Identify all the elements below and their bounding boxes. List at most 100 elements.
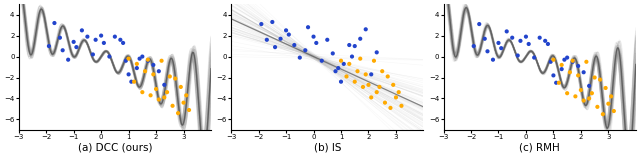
Point [579, 99, 589, 102]
Point [349, 45, 360, 47]
Point [109, 35, 120, 38]
Point [154, 98, 164, 101]
Point [479, 38, 490, 40]
Point [579, 71, 589, 73]
Point [600, 87, 611, 89]
Point [548, 58, 559, 61]
Point [474, 23, 484, 25]
Point [294, 56, 305, 59]
Point [143, 58, 153, 61]
Point [322, 38, 332, 41]
Point [129, 80, 140, 83]
Point [344, 63, 355, 65]
Point [268, 21, 278, 23]
Point [289, 44, 300, 46]
Point [347, 55, 357, 58]
Point [355, 57, 365, 60]
Point [592, 106, 602, 108]
Point [488, 58, 498, 61]
Point [270, 46, 280, 48]
X-axis label: (b) IS: (b) IS [314, 143, 341, 153]
Point [284, 33, 294, 36]
Point [339, 63, 349, 65]
Point [369, 60, 379, 62]
Point [90, 38, 100, 41]
Point [148, 73, 159, 76]
Point [388, 84, 398, 86]
Point [507, 36, 517, 39]
Point [570, 95, 580, 98]
Point [124, 73, 134, 76]
Point [262, 38, 272, 41]
Point [311, 42, 321, 44]
Point [581, 61, 591, 63]
X-axis label: (a) DCC (ours): (a) DCC (ours) [77, 143, 152, 153]
Point [175, 86, 186, 88]
Point [115, 38, 125, 41]
Point [156, 60, 166, 62]
Point [557, 64, 567, 66]
Point [137, 91, 147, 93]
Point [589, 76, 600, 79]
Point [377, 70, 387, 73]
Point [181, 94, 191, 97]
Point [162, 91, 172, 93]
Point [341, 75, 351, 78]
Point [374, 86, 385, 88]
Point [496, 47, 506, 49]
Point [184, 109, 194, 111]
Point [366, 96, 376, 99]
Point [63, 58, 73, 61]
Point [349, 80, 360, 83]
Point [515, 40, 525, 42]
Point [396, 105, 406, 107]
Point [256, 23, 266, 25]
Point [308, 35, 319, 38]
Point [83, 35, 93, 38]
Point [132, 67, 142, 69]
Point [595, 78, 605, 81]
Point [300, 49, 310, 51]
Point [529, 56, 540, 59]
Point [568, 60, 578, 62]
Point [88, 53, 98, 56]
Point [121, 60, 131, 62]
Point [524, 43, 534, 45]
Point [564, 71, 575, 73]
Point [154, 70, 164, 73]
Point [118, 42, 128, 44]
Point [364, 84, 374, 86]
Point [151, 88, 161, 90]
Point [576, 89, 586, 91]
Point [543, 43, 553, 45]
Point [55, 36, 65, 39]
Point [573, 74, 583, 77]
Point [148, 64, 159, 66]
Point [328, 52, 338, 55]
Point [353, 70, 363, 73]
Point [554, 81, 564, 84]
Point [559, 58, 570, 61]
Point [372, 91, 382, 93]
Point [336, 60, 346, 62]
Point [126, 80, 136, 83]
Point [333, 67, 344, 69]
Point [534, 36, 545, 39]
Point [568, 61, 578, 63]
Point [573, 65, 583, 67]
Point [366, 73, 376, 76]
Point [587, 92, 597, 95]
Point [143, 60, 153, 62]
Point [385, 107, 396, 109]
X-axis label: (c) RMH: (c) RMH [519, 143, 560, 153]
Point [394, 91, 404, 93]
Point [562, 92, 572, 95]
Point [68, 41, 79, 43]
Point [551, 81, 561, 84]
Point [137, 55, 147, 58]
Point [179, 101, 189, 104]
Point [44, 45, 54, 47]
Point [548, 74, 559, 77]
Point [159, 96, 170, 99]
Point [360, 28, 371, 31]
